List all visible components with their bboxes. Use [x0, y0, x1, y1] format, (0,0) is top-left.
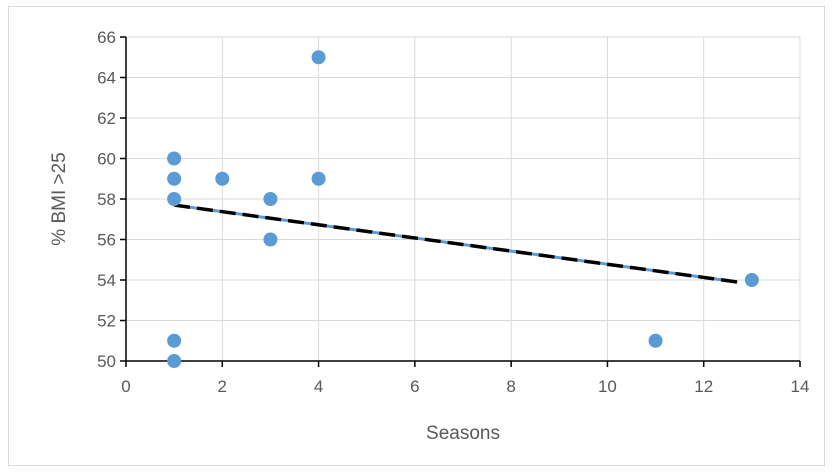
- data-point: [263, 232, 278, 247]
- x-tick-label: 4: [314, 377, 323, 396]
- x-tick-labels: 0 2 4 6 8 10 12 14: [121, 377, 809, 396]
- x-tick-label: 12: [694, 377, 713, 396]
- data-point: [263, 192, 278, 206]
- data-point: [167, 151, 182, 166]
- data-point: [167, 333, 182, 348]
- data-points: [167, 50, 759, 368]
- y-tick-label: 50: [97, 352, 116, 371]
- data-point: [167, 192, 182, 206]
- y-tick-label: 54: [97, 271, 116, 290]
- data-point: [167, 354, 182, 368]
- scatter-chart: 50 52 54 56 58 60 62 64 66 0 2 4 6 8 10 12 14 Seasons %…: [49, 28, 809, 444]
- data-point: [648, 333, 663, 348]
- y-axis-title: % BMI >25: [49, 152, 70, 245]
- y-tick-label: 66: [97, 28, 116, 47]
- x-tick-label: 10: [598, 377, 617, 396]
- x-tick-label: 6: [410, 377, 419, 396]
- y-tick-label: 64: [97, 69, 116, 88]
- x-tick-label: 0: [121, 377, 130, 396]
- x-tick-label: 14: [791, 377, 810, 396]
- y-tick-label: 62: [97, 109, 116, 128]
- y-tick-label: 60: [97, 150, 116, 169]
- data-point: [744, 273, 759, 287]
- y-tick-label: 52: [97, 312, 116, 331]
- grid-lines: [126, 36, 801, 361]
- y-tick-label: 58: [97, 190, 116, 209]
- data-point: [311, 50, 326, 65]
- x-tick-label: 8: [506, 377, 515, 396]
- x-tick-label: 2: [218, 377, 227, 396]
- trendline-line: [173, 203, 738, 284]
- y-tick-label: 56: [97, 231, 116, 250]
- chart-frame: 50 52 54 56 58 60 62 64 66 0 2 4 6 8 10 12 14 Seasons %…: [8, 6, 825, 466]
- data-point: [167, 171, 182, 186]
- axes: [120, 36, 801, 367]
- data-point: [215, 171, 230, 186]
- y-tick-labels: 50 52 54 56 58 60 62 64 66: [97, 28, 116, 371]
- x-axis-title: Seasons: [426, 423, 500, 444]
- trendline: [173, 203, 738, 284]
- data-point: [311, 171, 326, 186]
